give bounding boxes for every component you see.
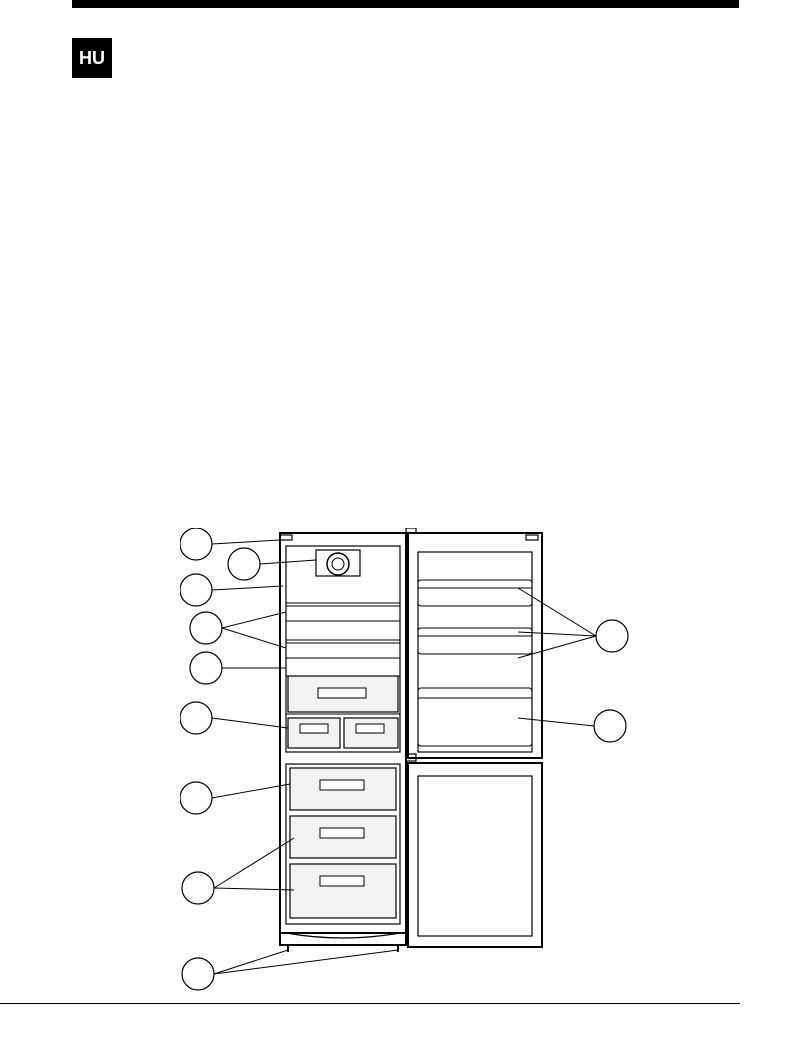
top-black-bar	[72, 0, 739, 8]
callout-5	[190, 652, 222, 684]
crisper-left-handle	[300, 724, 328, 733]
callout-6	[180, 702, 212, 734]
callout-8	[182, 872, 214, 904]
callout-1-line	[212, 540, 280, 544]
callout-3-line	[212, 586, 283, 590]
callout-2	[228, 548, 260, 580]
crisper-right-handle	[356, 724, 384, 733]
fridge-door-upper	[408, 533, 542, 758]
freezer-drawer-3-handle	[320, 876, 364, 886]
callout-7	[180, 782, 212, 814]
callout-4-line-a	[222, 612, 286, 628]
callout-r1	[596, 620, 628, 652]
callout-6-line	[212, 718, 288, 728]
callout-9	[182, 958, 214, 990]
language-badge-text: HU	[79, 48, 105, 69]
callout-4	[190, 612, 222, 644]
thermostat-dial-inner	[332, 558, 344, 570]
freezer-drawer-2-handle	[320, 828, 364, 838]
callout-9-line-a	[214, 950, 288, 974]
callout-3	[180, 574, 212, 606]
bottom-rule	[0, 1003, 740, 1004]
freezer-drawer-3	[290, 864, 396, 918]
freezer-drawer-1-handle	[320, 780, 364, 790]
fresh-zone-handle	[318, 688, 366, 698]
callout-1	[180, 528, 212, 560]
callout-4-line-b	[222, 628, 286, 648]
language-badge: HU	[72, 38, 112, 78]
freezer-door	[408, 763, 542, 947]
callout-r2	[594, 710, 626, 742]
appliance-diagram	[180, 528, 650, 998]
callout-7-line	[212, 784, 290, 798]
callout-9-line-b	[214, 950, 398, 974]
